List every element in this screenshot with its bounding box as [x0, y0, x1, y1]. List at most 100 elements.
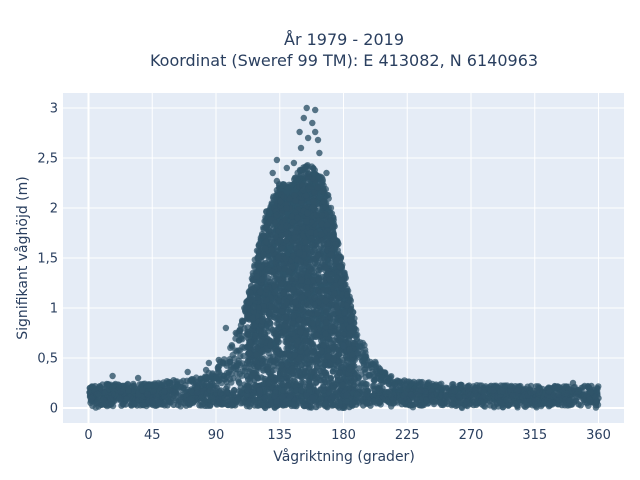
data-point	[323, 319, 330, 326]
data-point	[296, 369, 303, 376]
data-point	[285, 268, 293, 276]
data-point	[439, 384, 446, 392]
data-point	[297, 172, 304, 179]
data-point	[508, 382, 515, 390]
data-point	[294, 337, 302, 345]
data-point	[279, 245, 287, 252]
data-point	[239, 332, 246, 340]
data-point	[263, 286, 270, 293]
data-point	[302, 337, 310, 345]
data-point	[257, 288, 264, 296]
data-point	[320, 341, 327, 349]
data-point	[307, 183, 314, 190]
data-point	[267, 372, 275, 380]
data-point	[258, 338, 265, 345]
data-point	[299, 186, 307, 194]
chart-title-line2: Koordinat (Sweref 99 TM): E 413082, N 61…	[150, 51, 538, 70]
data-point	[308, 235, 316, 243]
data-point	[300, 320, 307, 327]
data-point	[415, 378, 423, 386]
chart-title-line1: År 1979 - 2019	[284, 30, 404, 49]
data-point	[280, 193, 288, 200]
data-point	[326, 276, 334, 283]
data-point	[268, 238, 275, 245]
data-point	[378, 374, 385, 381]
data-point	[347, 317, 354, 324]
data-point	[323, 372, 330, 380]
data-point	[212, 382, 220, 389]
data-point	[288, 212, 296, 220]
data-point	[370, 370, 377, 378]
data-point	[227, 358, 234, 365]
data-point	[304, 290, 312, 297]
data-point	[314, 184, 321, 191]
data-point	[260, 232, 267, 239]
data-point	[215, 373, 223, 381]
data-point	[303, 284, 311, 291]
data-point	[267, 320, 274, 327]
data-point	[304, 209, 311, 217]
data-point	[209, 370, 216, 377]
data-point	[289, 370, 296, 377]
data-point	[271, 281, 279, 289]
data-point	[259, 276, 266, 283]
data-point	[305, 173, 312, 180]
data-point	[337, 317, 345, 324]
data-point	[308, 241, 316, 248]
data-point	[333, 257, 340, 265]
data-point	[232, 335, 239, 342]
data-point	[298, 282, 305, 290]
data-point	[206, 382, 213, 389]
data-point	[337, 376, 344, 383]
data-point	[329, 228, 337, 235]
data-point	[290, 286, 297, 293]
data-point	[173, 378, 181, 385]
data-point	[248, 282, 255, 290]
data-point	[304, 166, 311, 173]
data-point	[341, 309, 348, 316]
data-point	[346, 333, 353, 340]
data-point	[223, 369, 231, 377]
data-point	[297, 328, 304, 335]
data-point	[344, 291, 351, 298]
data-point	[244, 315, 251, 322]
data-point	[186, 378, 194, 385]
data-point	[255, 242, 263, 249]
data-point	[372, 358, 379, 366]
data-point	[361, 342, 368, 349]
data-point	[296, 166, 304, 174]
data-point	[298, 379, 305, 387]
data-point	[324, 287, 331, 294]
data-point	[283, 222, 290, 230]
data-point	[336, 263, 344, 270]
data-point	[581, 382, 588, 390]
data-point	[259, 317, 266, 325]
data-point	[309, 320, 316, 327]
data-point	[308, 404, 315, 411]
data-point	[249, 372, 256, 379]
data-point	[402, 382, 409, 389]
data-point	[103, 382, 110, 389]
data-point	[144, 382, 152, 389]
data-point	[272, 330, 280, 337]
data-point	[275, 275, 283, 283]
data-point	[298, 361, 305, 369]
data-point	[346, 366, 353, 373]
data-point	[313, 332, 320, 339]
data-point	[311, 375, 319, 382]
data-point	[283, 205, 290, 212]
data-point	[305, 310, 313, 317]
data-point	[282, 216, 289, 224]
data-point	[261, 245, 269, 252]
data-point	[246, 350, 253, 357]
data-point	[554, 383, 561, 391]
data-point	[249, 296, 256, 303]
data-point	[251, 322, 258, 329]
data-point	[328, 379, 335, 386]
data-point	[351, 375, 358, 382]
data-point	[124, 381, 131, 388]
data-point	[240, 352, 247, 360]
data-point	[319, 260, 326, 267]
data-point	[198, 379, 206, 387]
data-point	[337, 335, 344, 342]
